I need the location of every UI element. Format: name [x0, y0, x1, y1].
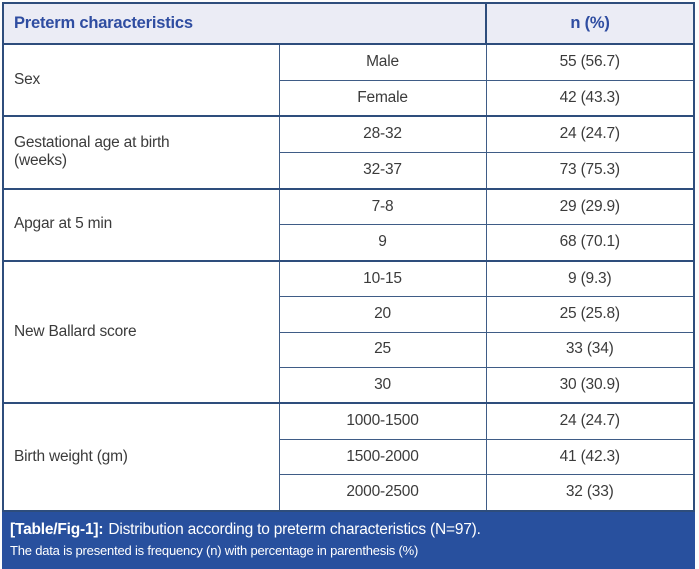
table-row: Gestational age at birth (weeks) 28-32 2… — [2, 115, 695, 190]
value-cell: 24 (24.7) — [485, 402, 695, 441]
value-cell: 73 (75.3) — [485, 151, 695, 190]
category-cell: 32-37 — [278, 151, 487, 190]
category-cell: 25 — [278, 331, 487, 368]
table-caption-band: [Table/Fig-1]: Distribution according to … — [2, 512, 695, 569]
caption-title: Distribution according to preterm charac… — [108, 521, 481, 538]
table-row: 1500-2000 41 (42.3) — [3, 439, 695, 476]
table-row: 32-37 73 (75.3) — [3, 151, 695, 190]
category-cell: 7-8 — [278, 187, 487, 226]
category-cell: 30 — [278, 366, 487, 404]
table-row: Apgar at 5 min 7-8 29 (29.9) — [2, 187, 695, 262]
table-row: Birth weight (gm) 1000-1500 24 (24.7) — [2, 402, 695, 512]
category-cell: 10-15 — [278, 259, 487, 298]
table-row: 20 25 (25.8) — [3, 296, 695, 333]
header-preterm-characteristics: Preterm characteristics — [2, 2, 487, 45]
preterm-characteristics-table: Preterm characteristics n (%) Sex Male 5… — [2, 2, 695, 512]
value-cell: 30 (30.9) — [485, 366, 695, 404]
row-label-birth-weight: Birth weight (gm) — [2, 402, 280, 512]
table-row: 2000-2500 32 (33) — [3, 474, 695, 512]
row-label-text: Sex — [14, 70, 41, 88]
table-row: New Ballard score 10-15 9 (9.3) — [2, 259, 695, 404]
table-row: Female 42 (43.3) — [3, 79, 695, 117]
value-cell: 24 (24.7) — [485, 115, 695, 153]
category-cell: 9 — [278, 224, 487, 262]
row-label-text: Apgar at 5 min — [14, 215, 113, 233]
value-cell: 42 (43.3) — [485, 79, 695, 117]
value-cell: 29 (29.9) — [485, 187, 695, 226]
category-cell: 20 — [278, 296, 487, 333]
table-header-row: Preterm characteristics n (%) — [2, 2, 695, 45]
category-cell: Male — [278, 42, 487, 81]
row-label-apgar: Apgar at 5 min — [2, 187, 280, 262]
category-cell: Female — [278, 79, 487, 117]
value-cell: 41 (42.3) — [485, 439, 695, 476]
category-cell: 28-32 — [278, 115, 487, 153]
table-row: 30 30 (30.9) — [3, 366, 695, 404]
caption-note: The data is presented is frequency (n) w… — [10, 543, 419, 558]
table-row: 25 33 (34) — [3, 331, 695, 368]
row-label-text: New Ballard score — [14, 322, 137, 340]
value-cell: 68 (70.1) — [485, 224, 695, 262]
row-label-text: Birth weight (gm) — [14, 447, 128, 465]
row-label-ballard-score: New Ballard score — [2, 259, 280, 404]
row-label-sex: Sex — [2, 42, 280, 117]
category-cell: 2000-2500 — [278, 474, 487, 512]
table-row: Sex Male 55 (56.7) — [2, 42, 695, 117]
row-label-text: Gestational age at birth (weeks) — [14, 133, 170, 170]
caption-line-1: [Table/Fig-1]: Distribution according to … — [10, 520, 685, 540]
value-cell: 9 (9.3) — [485, 259, 695, 298]
header-n-percent: n (%) — [485, 2, 695, 45]
category-cell: 1500-2000 — [278, 439, 487, 476]
row-label-gestational-age: Gestational age at birth (weeks) — [2, 115, 280, 190]
category-cell: 1000-1500 — [278, 402, 487, 441]
value-cell: 55 (56.7) — [485, 42, 695, 81]
value-cell: 32 (33) — [485, 474, 695, 512]
value-cell: 33 (34) — [485, 331, 695, 368]
value-cell: 25 (25.8) — [485, 296, 695, 333]
caption-tag: [Table/Fig-1]: — [10, 521, 104, 538]
table-row: 9 68 (70.1) — [3, 224, 695, 262]
